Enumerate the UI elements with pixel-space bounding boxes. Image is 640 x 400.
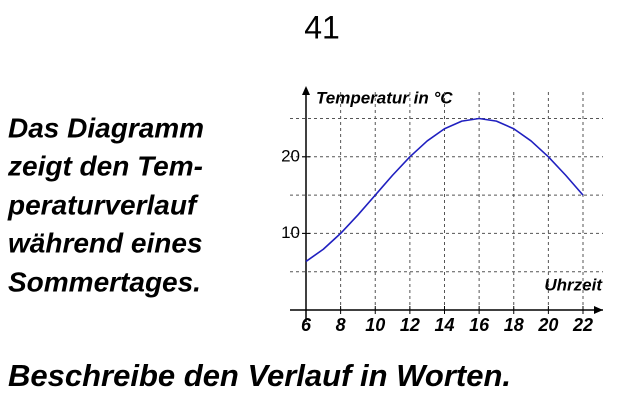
x-tick-label: 12 <box>400 315 420 335</box>
text-line: während eines <box>8 227 203 258</box>
x-tick-label: 20 <box>537 315 558 335</box>
x-axis-label: Uhrzeit <box>544 275 603 294</box>
x-tick-label: 6 <box>301 315 312 335</box>
x-arrow <box>594 306 603 314</box>
text-line: zeigt den Tem- <box>7 150 203 181</box>
x-tick-label: 16 <box>469 315 490 335</box>
temperature-line <box>305 117 584 263</box>
y-axis-label: Temperatur in °C <box>316 88 453 107</box>
y-arrow <box>302 86 310 95</box>
text-line: Sommertages. <box>8 266 201 297</box>
text-line: peraturverlauf <box>7 189 199 220</box>
y-tick-label: 20 <box>281 146 300 165</box>
x-tick-label: 22 <box>572 315 593 335</box>
page-number: 41 <box>304 9 340 45</box>
x-tick-label: 14 <box>434 315 454 335</box>
instruction: Beschreibe den Verlauf in Worten. <box>8 358 511 393</box>
text-line: Das Diagramm <box>8 112 204 143</box>
x-tick-label: 10 <box>365 315 385 335</box>
x-tick-label: 8 <box>336 315 346 335</box>
x-tick-label: 18 <box>504 315 524 335</box>
y-tick-label: 10 <box>281 223 300 242</box>
